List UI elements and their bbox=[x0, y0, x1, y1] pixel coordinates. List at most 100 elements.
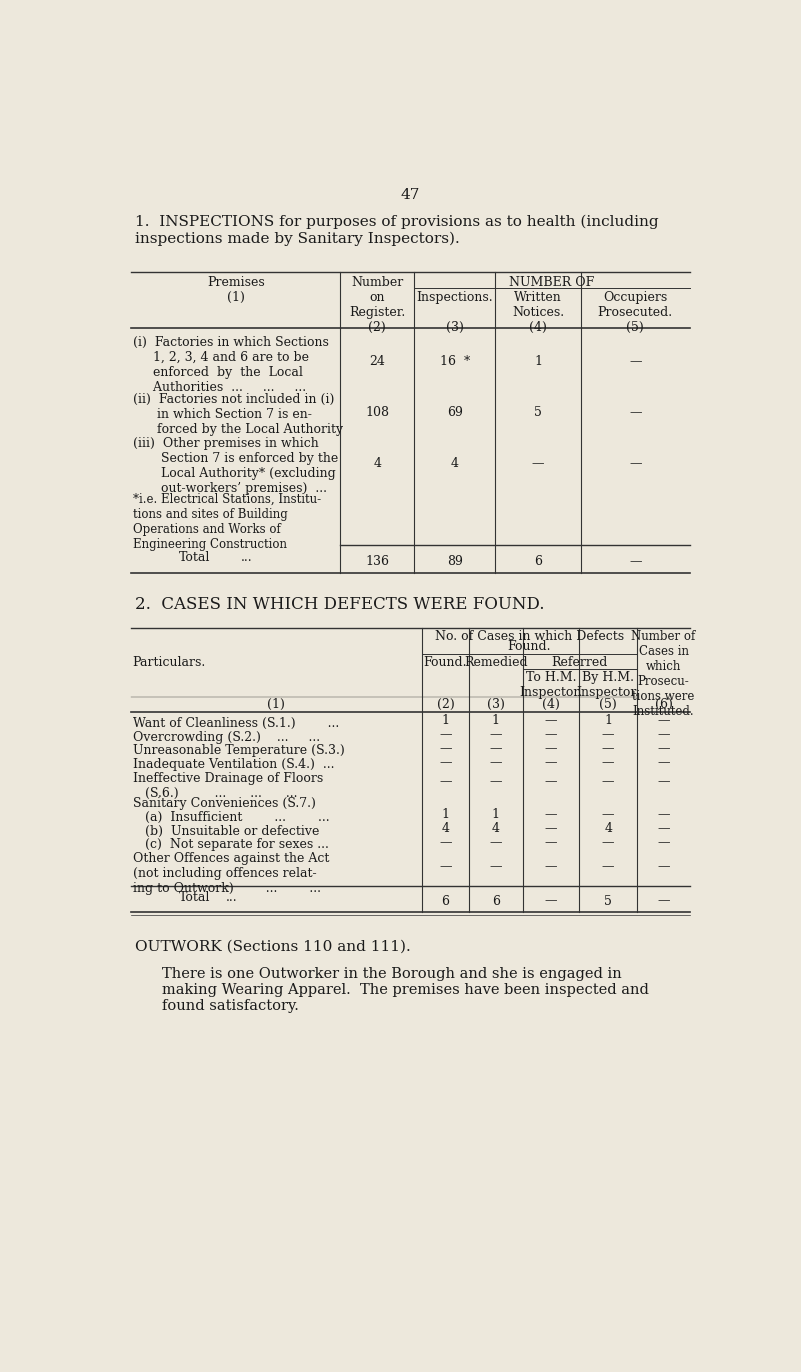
Text: (c)  Not separate for sexes ...: (c) Not separate for sexes ... bbox=[133, 838, 328, 852]
Text: 4: 4 bbox=[451, 457, 459, 469]
Text: To H.M.
Inspector.: To H.M. Inspector. bbox=[519, 671, 582, 700]
Text: Overcrowding (S.2.)    ...     ...: Overcrowding (S.2.) ... ... bbox=[133, 730, 320, 744]
Text: (iii)  Other premises in which
       Section 7 is enforced by the
       Local : (iii) Other premises in which Section 7 … bbox=[133, 438, 338, 495]
Text: —: — bbox=[545, 775, 557, 788]
Text: Particulars.: Particulars. bbox=[133, 656, 206, 670]
Text: (1): (1) bbox=[268, 698, 285, 711]
Text: —: — bbox=[545, 895, 557, 908]
Text: Remedied: Remedied bbox=[464, 656, 528, 670]
Text: (i)  Factories in which Sections
     1, 2, 3, 4 and 6 are to be
     enforced  : (i) Factories in which Sections 1, 2, 3,… bbox=[133, 336, 328, 394]
Text: (3): (3) bbox=[487, 698, 505, 711]
Text: Occupiers
Prosecuted.
(5): Occupiers Prosecuted. (5) bbox=[598, 291, 673, 333]
Text: —: — bbox=[602, 860, 614, 874]
Text: Ineffective Drainage of Floors
   (S.6.)         ...      ...      ...: Ineffective Drainage of Floors (S.6.) ..… bbox=[133, 772, 323, 800]
Text: Referred: Referred bbox=[552, 656, 608, 670]
Text: Want of Cleanliness (S.1.)        ...: Want of Cleanliness (S.1.) ... bbox=[133, 716, 339, 730]
Text: 6: 6 bbox=[441, 895, 449, 908]
Text: (b)  Unsuitable or defective: (b) Unsuitable or defective bbox=[133, 825, 319, 837]
Text: Inadequate Ventilation (S.4.)  ...: Inadequate Ventilation (S.4.) ... bbox=[133, 759, 334, 771]
Text: Premises: Premises bbox=[207, 276, 264, 288]
Text: —: — bbox=[602, 742, 614, 755]
Text: 1: 1 bbox=[441, 808, 449, 820]
Text: —: — bbox=[545, 808, 557, 820]
Text: Inspections.

(3): Inspections. (3) bbox=[417, 291, 493, 333]
Text: *i.e. Electrical Stations, Institu-
tions and sites of Building
Operations and W: *i.e. Electrical Stations, Institu- tion… bbox=[133, 493, 320, 550]
Text: —: — bbox=[532, 457, 544, 469]
Text: Found.: Found. bbox=[424, 656, 467, 670]
Text: 4: 4 bbox=[604, 822, 612, 836]
Text: No. of Cases in which Defects: No. of Cases in which Defects bbox=[435, 631, 624, 643]
Text: —: — bbox=[658, 729, 670, 741]
Text: 4: 4 bbox=[492, 822, 500, 836]
Text: 1: 1 bbox=[441, 713, 449, 727]
Text: 6: 6 bbox=[534, 556, 542, 568]
Text: —: — bbox=[545, 713, 557, 727]
Text: 89: 89 bbox=[447, 556, 463, 568]
Text: NUMBER OF: NUMBER OF bbox=[509, 276, 594, 288]
Text: (ii)  Factories not included in (i)
      in which Section 7 is en-
      forced: (ii) Factories not included in (i) in wh… bbox=[133, 392, 343, 435]
Text: Unreasonable Temperature (S.3.): Unreasonable Temperature (S.3.) bbox=[133, 745, 344, 757]
Text: —: — bbox=[602, 775, 614, 788]
Text: —: — bbox=[658, 775, 670, 788]
Text: —: — bbox=[545, 742, 557, 755]
Text: —: — bbox=[629, 406, 642, 418]
Text: 4: 4 bbox=[373, 457, 381, 469]
Text: —: — bbox=[545, 822, 557, 836]
Text: OUTWORK (Sections 110 and 111).: OUTWORK (Sections 110 and 111). bbox=[135, 940, 411, 954]
Text: 136: 136 bbox=[365, 556, 389, 568]
Text: —: — bbox=[658, 895, 670, 908]
Text: —: — bbox=[489, 756, 502, 768]
Text: —: — bbox=[545, 860, 557, 874]
Text: —: — bbox=[545, 756, 557, 768]
Text: (5): (5) bbox=[599, 698, 617, 711]
Text: 2.  CASES IN WHICH DEFECTS WERE FOUND.: 2. CASES IN WHICH DEFECTS WERE FOUND. bbox=[135, 595, 545, 613]
Text: 47: 47 bbox=[400, 188, 420, 202]
Text: —: — bbox=[629, 355, 642, 368]
Text: (6): (6) bbox=[654, 698, 673, 711]
Text: —: — bbox=[489, 742, 502, 755]
Text: Number of
Cases in
which
Prosecu-
tions were
Instituted.: Number of Cases in which Prosecu- tions … bbox=[631, 631, 696, 719]
Text: 4: 4 bbox=[441, 822, 449, 836]
Text: —: — bbox=[545, 729, 557, 741]
Text: (4): (4) bbox=[541, 698, 560, 711]
Text: 1: 1 bbox=[492, 713, 500, 727]
Text: Sanitary Conveniences (S.7.): Sanitary Conveniences (S.7.) bbox=[133, 797, 316, 809]
Text: —: — bbox=[658, 756, 670, 768]
Text: By H.M.
Inspector.: By H.M. Inspector. bbox=[577, 671, 639, 700]
Text: 69: 69 bbox=[447, 406, 463, 418]
Text: —: — bbox=[602, 808, 614, 820]
Text: 6: 6 bbox=[492, 895, 500, 908]
Text: 5: 5 bbox=[534, 406, 542, 418]
Text: Other Offences against the Act
(not including offences relat-
ing to Outwork)   : Other Offences against the Act (not incl… bbox=[133, 852, 329, 896]
Text: ...: ... bbox=[241, 552, 253, 564]
Text: (a)  Insufficient        ...        ...: (a) Insufficient ... ... bbox=[133, 811, 329, 823]
Text: —: — bbox=[489, 775, 502, 788]
Text: —: — bbox=[439, 729, 452, 741]
Text: —: — bbox=[545, 836, 557, 849]
Text: —: — bbox=[439, 756, 452, 768]
Text: —: — bbox=[658, 822, 670, 836]
Text: There is one Outworker in the Borough and she is engaged in
making Wearing Appar: There is one Outworker in the Borough an… bbox=[162, 967, 649, 1014]
Text: Found.: Found. bbox=[508, 641, 551, 653]
Text: Written
Notices.
(4): Written Notices. (4) bbox=[512, 291, 564, 333]
Text: Total: Total bbox=[179, 890, 211, 904]
Text: —: — bbox=[439, 742, 452, 755]
Text: 108: 108 bbox=[365, 406, 389, 418]
Text: —: — bbox=[602, 729, 614, 741]
Text: —: — bbox=[439, 860, 452, 874]
Text: 1: 1 bbox=[492, 808, 500, 820]
Text: —: — bbox=[602, 756, 614, 768]
Text: (2): (2) bbox=[437, 698, 454, 711]
Text: —: — bbox=[658, 836, 670, 849]
Text: —: — bbox=[629, 556, 642, 568]
Text: —: — bbox=[658, 860, 670, 874]
Text: —: — bbox=[489, 860, 502, 874]
Text: 24: 24 bbox=[369, 355, 385, 368]
Text: —: — bbox=[439, 775, 452, 788]
Text: —: — bbox=[658, 742, 670, 755]
Text: Number
on
Register.
(2): Number on Register. (2) bbox=[349, 276, 405, 333]
Text: —: — bbox=[629, 457, 642, 469]
Text: 1.  INSPECTIONS for purposes of provisions as to health (including
inspections m: 1. INSPECTIONS for purposes of provision… bbox=[135, 214, 658, 246]
Text: Total: Total bbox=[179, 552, 211, 564]
Text: 16  *: 16 * bbox=[440, 355, 470, 368]
